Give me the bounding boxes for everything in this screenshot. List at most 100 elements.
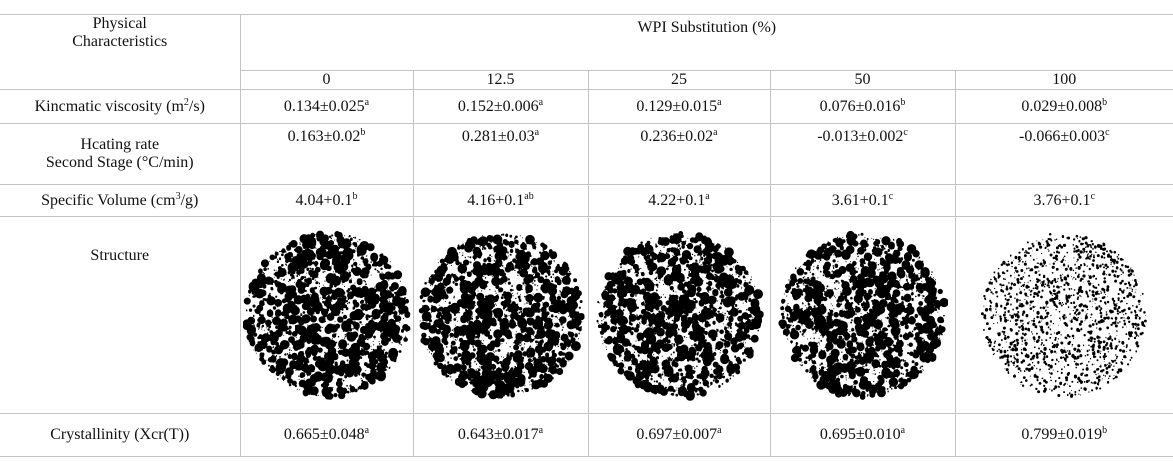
value-cell: -0.066±0.003c — [954, 123, 1173, 185]
cell-value: 4.16+0.1 — [467, 191, 525, 209]
data-row: Specific Volume (cm3/g) 4.04+0.1b 4.16+0.1… — [0, 184, 1173, 217]
row-label-line: Second Stage (°C/min) — [45, 154, 194, 171]
data-row: Hcating rate Second Stage (°C/min) 0.163±0… — [0, 123, 1173, 185]
cell-value: 0.129±0.015 — [636, 97, 718, 115]
cell-significance: a — [900, 425, 906, 436]
cell-value: -0.013±0.002 — [817, 128, 904, 145]
cell-significance: a — [705, 190, 710, 202]
row-label: Crystallinity (Xcr(T)) — [0, 413, 241, 457]
structure-image — [981, 232, 1148, 398]
cell-value: 0.281±0.03 — [461, 128, 535, 145]
column-header: 50 — [769, 70, 956, 90]
cell-significance: a — [717, 96, 722, 108]
column-header: 12.5 — [412, 70, 589, 90]
cell-value: 3.61+0.1 — [831, 191, 889, 209]
cell-significance: b — [1102, 425, 1108, 436]
value-cell: 0.695±0.010a — [769, 413, 956, 457]
pore-pattern — [777, 230, 948, 400]
cell-value: 3.76+0.1 — [1033, 191, 1091, 209]
image-cell — [239, 216, 414, 414]
value-cell: 4.22+0.1a — [587, 184, 771, 217]
row-label-tail: /s) — [188, 97, 205, 115]
cell-significance: ab — [524, 190, 534, 202]
row-label: Hcating rate Second Stage (°C/min) — [0, 123, 241, 185]
row-label-text: Specific Volume (cm — [41, 191, 176, 209]
group-text: WPI Substitution (%) — [637, 19, 777, 36]
row-label-text: Crystallinity (Xcr(T)) — [50, 426, 190, 443]
cell-value: 0.695±0.010 — [819, 426, 901, 443]
row-label-text: Kincmatic viscosity (m — [34, 97, 184, 115]
value-cell: 0.163±0.02b — [239, 123, 414, 185]
row-label-tail: /g) — [180, 191, 199, 209]
row-label-sup: 2 — [183, 96, 189, 108]
cell-significance: b — [352, 190, 358, 202]
value-cell: 0.665±0.048a — [239, 413, 414, 457]
value-cell: 0.129±0.015a — [587, 89, 771, 124]
cell-value: 0.236±0.02 — [640, 128, 714, 145]
image-cell — [412, 216, 589, 414]
cell-value: 0.665±0.048 — [283, 426, 365, 443]
value-cell: 0.643±0.017a — [412, 413, 589, 457]
row-label-sup: 3 — [175, 190, 181, 202]
cell-value: 0.134±0.025 — [283, 97, 365, 115]
cell-significance: a — [713, 127, 718, 138]
row-label-text: Structure — [90, 247, 150, 264]
image-cell — [769, 216, 956, 414]
group-header: WPI Substitution (%) — [239, 14, 1173, 71]
cell-significance: c — [903, 127, 908, 138]
cell-significance: a — [534, 127, 540, 138]
value-cell: 0.076±0.016b — [769, 89, 956, 124]
row-label-line: Hcating rate — [80, 136, 160, 153]
cell-value: 4.04+0.1 — [295, 191, 353, 209]
value-cell: 0.799±0.019b — [954, 413, 1173, 457]
data-table: Physical Characteristics WPI Substitution… — [0, 14, 1173, 457]
value-cell: -0.013±0.002c — [769, 123, 956, 185]
cell-significance: c — [888, 190, 894, 202]
cell-significance: a — [364, 425, 370, 436]
pore-pattern — [418, 232, 585, 399]
value-cell: 0.281±0.03a — [412, 123, 589, 185]
value-cell: 0.152±0.006a — [412, 89, 589, 124]
cell-value: -0.066±0.003 — [1018, 128, 1106, 145]
cell-significance: a — [717, 425, 722, 436]
row-label: Specific Volume (cm3/g) — [0, 184, 241, 217]
pore-pattern — [596, 230, 764, 401]
cell-value: 4.22+0.1 — [648, 191, 706, 209]
cell-value: 0.076±0.016 — [819, 97, 901, 115]
cell-value: 0.697±0.007 — [636, 426, 718, 443]
row-label: Kincmatic viscosity (m2/s) — [0, 89, 241, 124]
cell-significance: a — [538, 425, 544, 436]
cell-value: 0.643±0.017 — [457, 426, 539, 443]
data-row: Kincmatic viscosity (m2/s) 0.134±0.025a 0.… — [0, 89, 1173, 124]
cell-value: 0.163±0.02 — [287, 128, 361, 145]
cell-significance: b — [900, 96, 906, 108]
structure-image — [242, 230, 410, 400]
column-header: 0 — [240, 70, 414, 90]
value-cell: 4.16+0.1ab — [412, 184, 589, 217]
image-cell — [587, 216, 771, 414]
cell-significance: a — [538, 96, 544, 108]
column-header: 100 — [954, 70, 1173, 90]
value-cell: 3.76+0.1c — [954, 184, 1173, 217]
value-cell: 0.697±0.007a — [587, 413, 771, 457]
cell-value: 0.799±0.019 — [1021, 426, 1103, 443]
data-row: Crystallinity (Xcr(T)) 0.665±0.048a 0.643±… — [0, 413, 1173, 457]
value-cell: 0.134±0.025a — [239, 89, 414, 124]
value-cell: 4.04+0.1b — [239, 184, 414, 217]
data-row: Structure — [0, 216, 1173, 414]
structure-image — [418, 232, 585, 399]
cell-significance: c — [1105, 127, 1110, 138]
corner-cell: Physical Characteristics — [0, 14, 241, 90]
cell-significance: a — [364, 96, 370, 108]
value-cell: 0.029±0.008b — [954, 89, 1173, 124]
cell-significance: c — [1090, 190, 1096, 202]
column-header: 25 — [587, 70, 771, 90]
value-cell: 0.236±0.02a — [587, 123, 771, 185]
structure-image — [777, 230, 948, 400]
image-cell — [954, 216, 1173, 414]
value-cell: 3.61+0.1c — [769, 184, 956, 217]
header-row: Physical Characteristics WPI Substitution… — [0, 14, 1173, 90]
cell-value: 0.029±0.008 — [1021, 97, 1103, 115]
